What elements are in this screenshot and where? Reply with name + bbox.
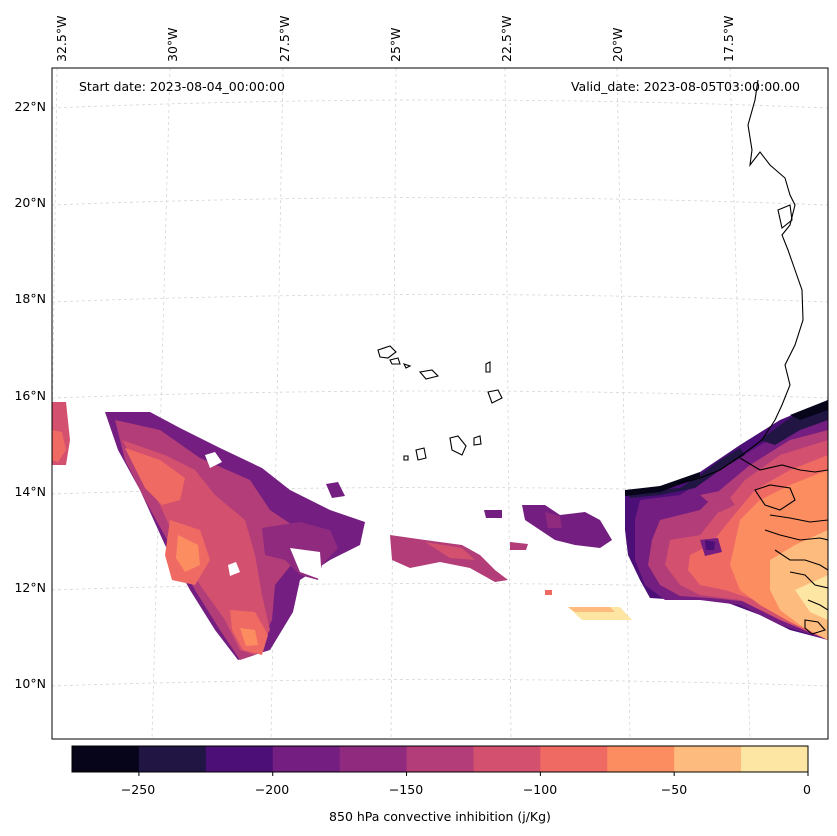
colorbar-tick-label: −200	[255, 782, 289, 797]
colorbar-bin	[473, 746, 541, 772]
colorbar-tick-label: −250	[121, 782, 155, 797]
coastline	[677, 79, 828, 635]
colorbar-bin	[272, 746, 341, 772]
colorbar-label: 850 hPa convective inhibition (j/Kg)	[329, 809, 551, 824]
valid-date-label: Valid_date: 2023-08-05T03:00:00.00	[571, 79, 800, 94]
lon-label: 20°W	[610, 27, 625, 62]
colorbar-border	[71, 745, 809, 773]
lon-label: 32.5°W	[54, 16, 69, 62]
lat-label: 10°N	[14, 676, 46, 691]
lat-label: 20°N	[14, 195, 46, 210]
colorbar-ticks: −250 −200 −150 −100 −50 0	[121, 782, 811, 797]
colorbar-tick-label: −100	[523, 782, 557, 797]
lon-label: 17.5°W	[721, 16, 736, 62]
colorbar-bin	[339, 746, 408, 772]
graticule	[52, 68, 828, 739]
lat-label: 12°N	[14, 580, 46, 595]
lon-label: 22.5°W	[499, 16, 514, 62]
lon-label: 30°W	[165, 27, 180, 62]
lat-label: 16°N	[14, 388, 46, 403]
colorbar-bin	[607, 746, 675, 772]
colorbar-tick-label: −50	[661, 782, 687, 797]
colorbar-bin	[205, 746, 274, 772]
map-frame	[51, 67, 829, 740]
cin-field-west	[52, 402, 365, 660]
colorbar-bin	[406, 746, 474, 772]
colorbar-tick-label: −150	[389, 782, 423, 797]
cape-verde-islands	[377, 345, 503, 461]
lon-label: 25°W	[388, 27, 403, 62]
colorbar-bin	[72, 746, 140, 772]
lat-label: 14°N	[14, 484, 46, 499]
colorbar-bin	[741, 746, 809, 772]
map-area	[52, 68, 828, 739]
lat-label: 22°N	[14, 99, 46, 114]
cin-field-central	[262, 482, 632, 620]
cin-field-east	[625, 400, 828, 640]
colorbar-bin	[138, 746, 207, 772]
colorbar-bin	[674, 746, 742, 772]
start-date-label: Start date: 2023-08-04_00:00:00	[79, 79, 285, 94]
longitude-labels: 32.5°W 30°W 27.5°W 25°W 22.5°W 20°W 17.5…	[54, 16, 736, 62]
colorbar-tick-label: 0	[803, 782, 811, 797]
latitude-labels: 22°N 20°N 18°N 16°N 14°N 12°N 10°N	[14, 99, 46, 691]
lon-label: 27.5°W	[277, 16, 292, 62]
colorbar-bin	[540, 746, 608, 772]
lat-label: 18°N	[14, 291, 46, 306]
colorbar	[71, 745, 809, 776]
